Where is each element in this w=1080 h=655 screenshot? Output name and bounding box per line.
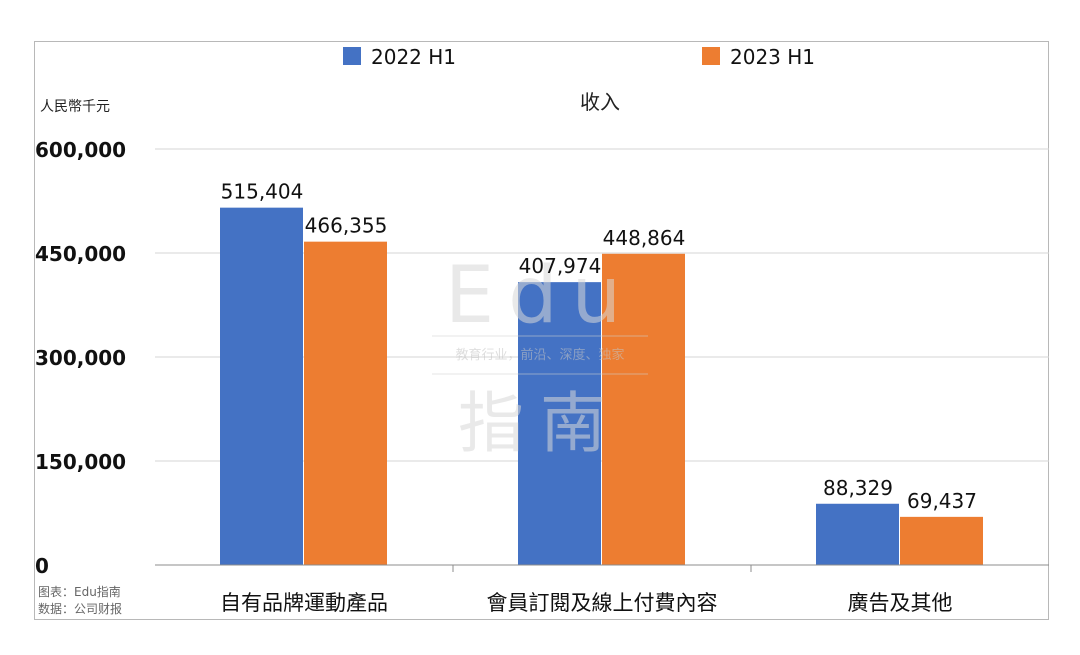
data-label: 69,437: [907, 489, 977, 513]
x-category-label: 自有品牌運動產品: [220, 591, 388, 615]
bar-2023-h1: [602, 253, 685, 565]
source-chart-credit: 图表：Edu指南: [38, 585, 121, 599]
watermark-tagline: 教育行业，前沿、深度、独家: [455, 347, 624, 363]
y-tick-label: 300,000: [35, 346, 126, 370]
data-label: 466,355: [305, 214, 388, 238]
legend-label: 2022 H1: [371, 45, 456, 69]
x-category-label: 廣告及其他: [848, 591, 953, 615]
source-note: 图表：Edu指南 数据：公司财报: [38, 584, 122, 618]
data-label: 88,329: [823, 476, 893, 500]
legend-swatch: [343, 47, 361, 65]
bar-2023-h1: [304, 241, 387, 566]
watermark-logo-cn: 指南: [458, 385, 622, 462]
y-axis-unit: 人民幣千元: [40, 99, 110, 115]
y-tick-label: 0: [35, 554, 49, 578]
data-label: 515,404: [221, 180, 304, 204]
data-label: 407,974: [519, 254, 602, 278]
chart-title: 收入: [580, 90, 620, 114]
bar-2022-h1: [816, 503, 899, 565]
y-tick-label: 150,000: [35, 450, 126, 474]
x-category-label: 會員訂閱及線上付費內容: [487, 591, 718, 615]
bar-2022-h1: [518, 282, 601, 565]
data-label: 448,864: [603, 226, 686, 250]
source-data-credit: 数据：公司财报: [38, 602, 123, 616]
y-tick-label: 600,000: [35, 138, 126, 162]
bar-2023-h1: [900, 516, 983, 565]
legend-swatch: [702, 47, 720, 65]
legend-label: 2023 H1: [730, 45, 815, 69]
y-tick-label: 450,000: [35, 242, 126, 266]
bar-2022-h1: [220, 207, 303, 565]
watermark-logo: Edu: [445, 251, 635, 341]
chart-frame: [34, 41, 1049, 620]
